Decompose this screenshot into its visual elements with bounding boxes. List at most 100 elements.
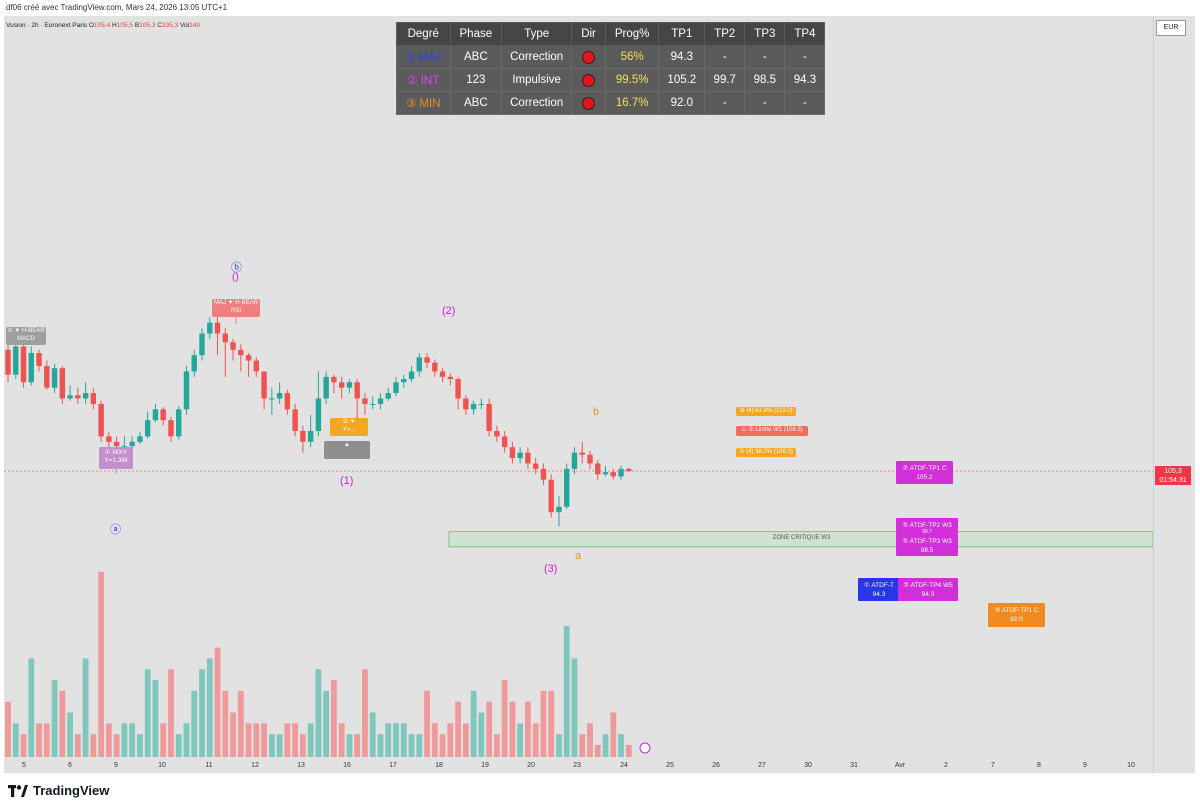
candle-body (59, 368, 66, 399)
volume-bar (137, 734, 143, 757)
left-bear-title: ① ▼ H-BEAR (7, 328, 45, 334)
volume-bar (400, 723, 407, 757)
wave-label-int-1: (1) (340, 475, 354, 487)
cell-degree: ③ MIN (396, 91, 451, 115)
cell-tp4: 94.3 (784, 68, 826, 92)
candle-body (331, 376, 337, 383)
candle-body (207, 322, 213, 334)
cell-tp2: - (704, 91, 746, 115)
volume-bar (276, 734, 283, 757)
candle-body (517, 452, 523, 459)
wxy-value: Y=1.3W (104, 457, 128, 464)
symbol-legend: Vusion · 2h · Euronext Paris O105,4 H105… (6, 22, 200, 29)
candle-body (315, 398, 322, 431)
maj-bear-title: MAJ ▼ H-BEAR (214, 300, 258, 306)
volume-bar (59, 690, 66, 757)
volume-bar (160, 723, 167, 757)
legend-volume: 140 (189, 22, 200, 29)
legend-b-label: B (134, 22, 140, 29)
header-type: Type (501, 22, 573, 46)
table-row: ① MAJ ABC Correction 56% 94.3 - - - (396, 45, 826, 69)
volume-bar (501, 680, 508, 757)
candle-body (571, 452, 578, 469)
time-tick-label: 12 (251, 762, 259, 769)
volume-bar (230, 712, 236, 757)
legend-close: 105,3 (161, 22, 179, 29)
mid-bear-title: ② ▼ (342, 419, 356, 425)
left-bear-signal: ① ▼ H-BEAR MACD (6, 327, 46, 345)
wave-label-int-3: (3) (544, 563, 558, 575)
candle-body (44, 366, 50, 388)
volume-bar (74, 734, 81, 757)
candle-body (20, 346, 27, 383)
table-row: ③ MIN ABC Correction 16.7% 92.0 - - - (396, 91, 826, 115)
left-bear-sub: MACD (17, 336, 35, 342)
cell-phase: 123 (449, 68, 503, 92)
maj-bear-sub: RSI (230, 308, 241, 314)
current-price-tag: 105,3 01:54:31 (1155, 466, 1191, 485)
volume-bar (20, 734, 27, 757)
time-tick-label: 10 (1127, 762, 1135, 769)
candle-body (587, 454, 593, 464)
legend-low: 105,3 (139, 22, 156, 29)
candle-body (463, 398, 469, 410)
volume-bar (540, 690, 547, 757)
volume-bar (462, 723, 469, 757)
currency-button[interactable]: EUR (1156, 20, 1186, 36)
time-tick-label: 5 (22, 762, 26, 769)
candlestick-chart[interactable]: 144,0142,0140,0138,0136,0134,0132,0130,0… (4, 16, 1194, 773)
candle-body (137, 436, 143, 442)
header-dir: Dir (571, 22, 606, 46)
cell-type: Impulsive (501, 68, 573, 92)
candle-body (106, 436, 112, 442)
price-axis[interactable] (1153, 16, 1195, 773)
volume-bar (439, 734, 446, 757)
cell-degree: ① MAJ (396, 45, 451, 69)
volume-bar (82, 658, 89, 757)
candle-body (486, 403, 492, 431)
time-tick-label: 13 (297, 762, 305, 769)
int-tp2-callout: ② ATDF-TP2 W3 99.7 (896, 518, 958, 535)
cell-phase: ABC (449, 91, 503, 115)
candle-body (401, 379, 407, 383)
cell-dir (571, 91, 606, 115)
cell-dir (571, 45, 606, 69)
candle-body (525, 452, 531, 464)
wave-label-minor-a: a (575, 550, 582, 562)
cell-tp3: 98.5 (744, 68, 786, 92)
volume-bar (144, 669, 151, 757)
wave-label-int-2: (2) (442, 305, 456, 317)
min-tp1-callout: ③ ATDF-TP1 C 92.0 (988, 603, 1045, 627)
candle-body (610, 472, 616, 477)
int-tp1-title: ② ATDF-TP1 C (902, 465, 947, 472)
time-tick-label: 31 (850, 762, 858, 769)
candle-body (362, 398, 368, 404)
candle-body (618, 468, 624, 477)
candle-body (199, 333, 205, 356)
tradingview-logo[interactable]: TradingView (8, 781, 109, 799)
time-tick-label: 24 (620, 762, 628, 769)
chart-area[interactable]: 144,0142,0140,0138,0136,0134,0132,0130,0… (4, 16, 1194, 773)
volume-bar (237, 690, 244, 757)
candle-body (36, 353, 42, 367)
volume-bar (90, 734, 97, 757)
cell-dir (571, 68, 606, 92)
legend-open: 105,4 (93, 22, 111, 29)
volume-bar (517, 723, 524, 757)
volume-bar (478, 712, 485, 757)
candle-body (129, 441, 135, 447)
time-tick-label: 7 (991, 762, 995, 769)
candle-body (284, 393, 291, 410)
wave-info-table: Degré Phase Type Dir Prog% TP1 TP2 TP3 T… (396, 22, 826, 115)
cell-degree: ② INT (396, 68, 451, 92)
volume-bar (431, 723, 438, 757)
min-tp1-title: ③ ATDF-TP1 C (994, 607, 1039, 614)
volume-bar (214, 647, 221, 757)
table-row: ② INT 123 Impulsive 99.5% 105.2 99.7 98.… (396, 68, 826, 92)
volume-bar (509, 701, 516, 757)
header-prog: Prog% (604, 22, 660, 46)
cell-tp4: - (784, 91, 826, 115)
candle-body (439, 371, 446, 377)
candle-body (191, 355, 197, 372)
time-tick-label: 11 (205, 762, 212, 769)
